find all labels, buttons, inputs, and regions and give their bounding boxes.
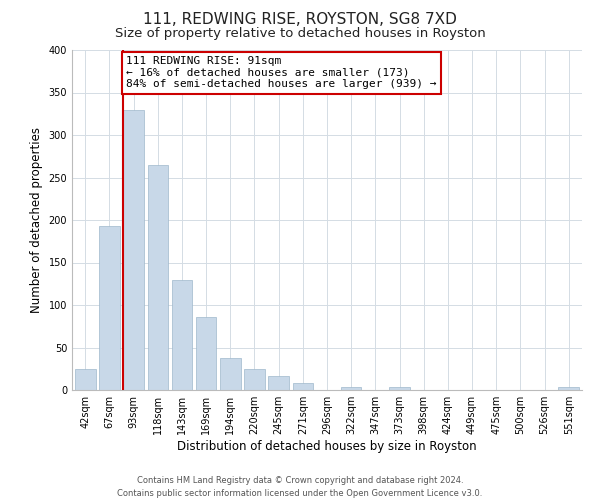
Bar — [220, 358, 241, 390]
Text: 111, REDWING RISE, ROYSTON, SG8 7XD: 111, REDWING RISE, ROYSTON, SG8 7XD — [143, 12, 457, 28]
Bar — [75, 369, 95, 390]
Bar — [341, 386, 361, 390]
Text: 111 REDWING RISE: 91sqm
← 16% of detached houses are smaller (173)
84% of semi-d: 111 REDWING RISE: 91sqm ← 16% of detache… — [126, 56, 437, 89]
Text: Size of property relative to detached houses in Royston: Size of property relative to detached ho… — [115, 28, 485, 40]
Bar — [244, 369, 265, 390]
Bar — [124, 110, 144, 390]
Bar — [559, 388, 579, 390]
Y-axis label: Number of detached properties: Number of detached properties — [30, 127, 43, 313]
Bar — [99, 226, 120, 390]
Bar — [196, 317, 217, 390]
Bar — [389, 386, 410, 390]
Text: Contains HM Land Registry data © Crown copyright and database right 2024.
Contai: Contains HM Land Registry data © Crown c… — [118, 476, 482, 498]
Bar — [148, 165, 168, 390]
Bar — [293, 383, 313, 390]
Bar — [172, 280, 192, 390]
Bar — [268, 376, 289, 390]
X-axis label: Distribution of detached houses by size in Royston: Distribution of detached houses by size … — [177, 440, 477, 453]
